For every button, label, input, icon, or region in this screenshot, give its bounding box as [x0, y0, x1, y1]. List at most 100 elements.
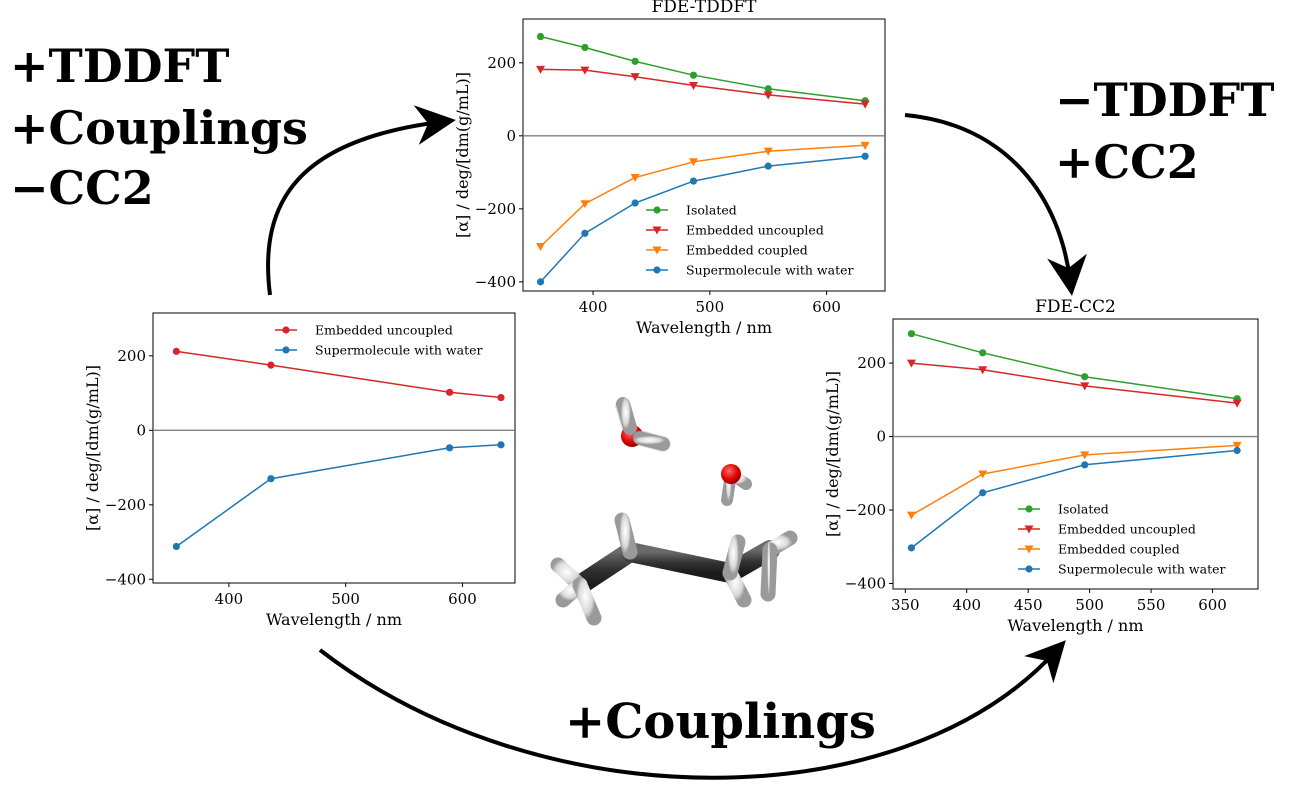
- legend-marker: [652, 246, 662, 255]
- y-tick-label: −400: [475, 273, 516, 291]
- data-point: [860, 141, 870, 150]
- x-axis-label: Wavelength / nm: [1007, 616, 1143, 635]
- data-point: [907, 330, 916, 338]
- series-line: [911, 362, 1238, 404]
- data-point: [497, 441, 505, 449]
- data-point: [978, 470, 988, 479]
- data-point: [580, 200, 590, 209]
- series-line: [910, 449, 1238, 549]
- y-tick-label: 200: [117, 347, 146, 365]
- legend-entry: Embedded uncoupled: [646, 223, 824, 238]
- annotation-top-right-1: −TDDFT: [1055, 73, 1274, 127]
- data-point: [267, 361, 275, 369]
- data-point: [907, 544, 916, 552]
- chart-embedded-vs-supermolecule: 400 500 600 −400 −200 0 200 Wavelength / nm [α] …: [83, 312, 516, 629]
- data-point: [630, 173, 640, 182]
- legend-marker: [652, 226, 662, 235]
- data-point: [979, 489, 987, 497]
- data-point: [581, 229, 589, 237]
- legend-marker: [653, 266, 661, 274]
- data-point: [536, 65, 546, 74]
- data-point: [536, 278, 545, 286]
- x-tick-label: 400: [952, 596, 981, 614]
- chart-title: FDE-TDDFT: [651, 0, 757, 17]
- annotation-top-left-3: −CC2: [10, 161, 154, 215]
- legend-entry: Embedded uncoupled: [1018, 522, 1196, 537]
- series-line: [539, 144, 866, 248]
- legend-label: Supermolecule with water: [686, 263, 853, 278]
- data-point: [1232, 399, 1242, 408]
- y-tick-label: −400: [105, 570, 146, 588]
- series-embedded-uncoupled: [536, 65, 870, 109]
- data-point: [446, 388, 454, 396]
- series-supermolecule-with-water: [536, 152, 869, 286]
- y-axis-label: [α] / deg/[dm(g/mL)]: [823, 371, 842, 537]
- x-tick-label: 450: [1014, 596, 1043, 614]
- x-tick-label: 600: [1198, 596, 1227, 614]
- series-isolated: [907, 330, 1241, 403]
- legend-marker: [1024, 545, 1034, 554]
- y-tick-label: 200: [487, 54, 516, 72]
- series-embedded-coupled: [536, 141, 870, 251]
- legend-entry: Embedded coupled: [646, 243, 808, 258]
- y-tick-label: −200: [105, 496, 146, 514]
- x-tick-label: 600: [812, 298, 841, 316]
- series-embedded-uncoupled: [906, 359, 1242, 408]
- legend-marker: [1025, 505, 1033, 513]
- legend-label: Isolated: [1058, 502, 1109, 517]
- data-point: [497, 393, 505, 402]
- y-tick-label: 0: [506, 127, 516, 145]
- data-point: [689, 177, 698, 185]
- data-point: [1081, 373, 1089, 381]
- legend-marker: [1024, 525, 1034, 534]
- chart-fde-tddft: 400 500 600 −400 −200 0 200 Wavelength / nm [α] …: [453, 0, 886, 337]
- data-point: [764, 85, 772, 93]
- legend-entry: Isolated: [1018, 502, 1109, 517]
- series-line: [539, 155, 866, 283]
- series-embedded-uncoupled: [172, 347, 505, 402]
- series-line: [175, 444, 502, 548]
- plot-frame: [892, 318, 1259, 590]
- y-axis-label: [α] / deg/[dm(g/mL)]: [453, 72, 472, 238]
- legend-label: Embedded uncoupled: [686, 223, 824, 238]
- y-tick-label: −400: [845, 574, 886, 592]
- data-point: [763, 147, 773, 156]
- data-point: [861, 152, 869, 160]
- y-tick-label: 0: [876, 428, 886, 446]
- legend-marker: [1025, 565, 1033, 573]
- legend-entry: Embedded uncoupled: [275, 323, 453, 338]
- arrow-left-to-top: [266, 105, 456, 296]
- x-axis-label: Wavelength / nm: [636, 318, 772, 337]
- y-axis-label: [α] / deg/[dm(g/mL)]: [83, 365, 102, 531]
- annotation-top-right-2: +CC2: [1055, 135, 1199, 189]
- legend-entry: Supermolecule with water: [275, 343, 482, 358]
- data-point: [536, 32, 545, 41]
- data-point: [1233, 446, 1241, 455]
- data-point: [1080, 451, 1090, 460]
- series-line: [540, 35, 866, 102]
- data-point: [536, 242, 546, 251]
- data-point: [446, 444, 454, 452]
- data-point: [860, 100, 870, 109]
- legend-label: Embedded uncoupled: [1058, 522, 1196, 537]
- plot-frame: [522, 18, 886, 292]
- data-point: [906, 511, 916, 520]
- data-point: [978, 366, 988, 375]
- legend-entry: Isolated: [646, 203, 737, 218]
- plot-frame: [152, 312, 516, 584]
- x-tick-label: 500: [1075, 596, 1104, 614]
- legend-label: Supermolecule with water: [1058, 562, 1225, 577]
- legend-label: Embedded uncoupled: [315, 323, 453, 338]
- y-tick-label: −200: [845, 501, 886, 519]
- data-point: [979, 349, 987, 357]
- x-tick-label: 500: [331, 590, 360, 608]
- annotation-top-left-1: +TDDFT: [10, 39, 229, 93]
- data-point: [172, 347, 180, 355]
- arrow-top-to-right: [904, 113, 1087, 296]
- legend-entry: Embedded coupled: [1018, 542, 1180, 557]
- y-tick-label: −200: [475, 200, 516, 218]
- data-point: [630, 73, 640, 82]
- data-point: [1081, 461, 1089, 469]
- data-point: [1232, 441, 1242, 450]
